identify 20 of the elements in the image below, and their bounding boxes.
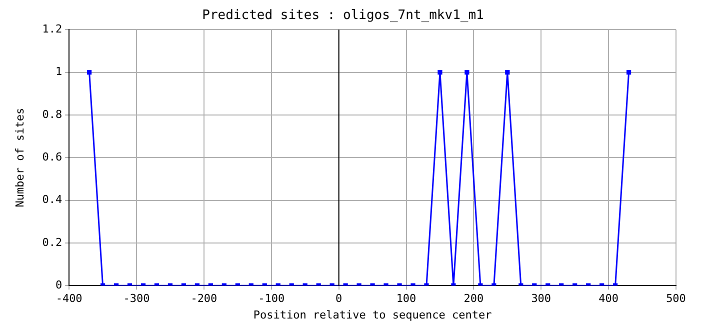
y-tick-label: 1: [55, 65, 62, 78]
y-tick-label: 1.2: [42, 22, 62, 36]
y-tick-label: 0.8: [42, 108, 62, 121]
x-tick-label: -400: [56, 292, 82, 306]
x-tick-label: 0: [336, 292, 342, 306]
x-axis-title: Position relative to sequence center: [253, 308, 492, 322]
x-tick-label: 500: [666, 292, 686, 306]
x-tick-label: -200: [190, 292, 218, 306]
x-tick-label: 300: [531, 292, 552, 306]
y-axis-title: Number of sites: [13, 108, 26, 208]
y-tick-label: 0.2: [42, 236, 62, 249]
chart-title: Predicted sites : oligos_7nt_mkv1_m1: [202, 8, 484, 24]
x-tick-label: 100: [396, 292, 416, 306]
x-tick-label: -100: [258, 292, 285, 306]
x-tick-label: 400: [598, 292, 618, 306]
y-tick-label: 0: [55, 278, 62, 292]
x-tick-label: 200: [464, 292, 484, 306]
x-tick-label: -300: [123, 292, 150, 306]
y-tick-label: 0.6: [42, 150, 62, 164]
y-tick-label: 0.4: [42, 193, 62, 206]
